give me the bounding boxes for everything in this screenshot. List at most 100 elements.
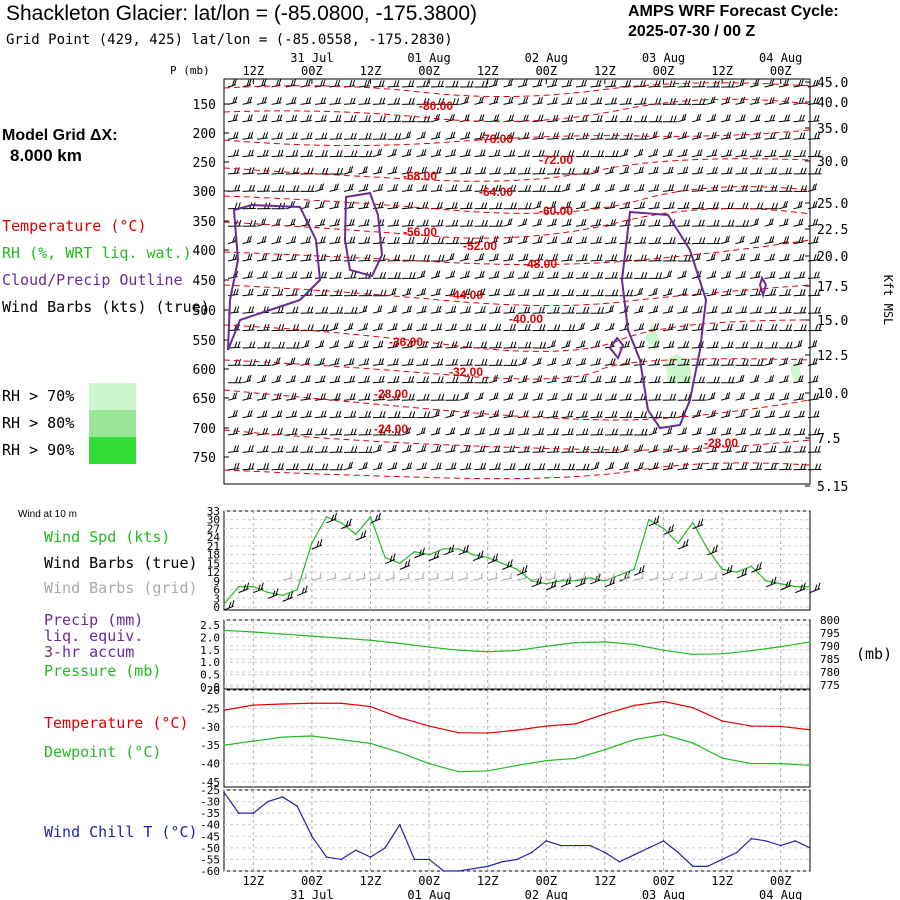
wind-barb bbox=[488, 374, 499, 384]
wind-barb bbox=[488, 131, 500, 140]
wind-barb bbox=[387, 236, 400, 245]
bottom-date-label: 04 Aug bbox=[759, 888, 802, 900]
wind-barb bbox=[575, 97, 588, 105]
wind-barb bbox=[749, 410, 761, 419]
wind-barb bbox=[778, 253, 790, 262]
bottom-date-label: 01 Aug bbox=[407, 888, 450, 900]
wind-barb bbox=[387, 305, 398, 314]
wind-barb bbox=[778, 236, 790, 245]
wind-barb bbox=[227, 96, 238, 105]
wind-barb bbox=[619, 166, 630, 175]
wind-barb bbox=[778, 114, 791, 123]
wind-barb bbox=[271, 167, 285, 175]
wind-barb bbox=[575, 218, 587, 227]
wind-barb bbox=[648, 340, 660, 349]
wind-barb bbox=[546, 149, 560, 158]
wind-barb bbox=[604, 289, 619, 297]
height-tick-label: 35.0 bbox=[817, 122, 848, 137]
temperature-line-point bbox=[574, 723, 577, 725]
wind10-title: Wind at 10 m bbox=[18, 509, 77, 520]
wind-barb bbox=[604, 375, 617, 384]
wind-chill-line-point bbox=[706, 865, 709, 868]
top-date-label: 03 Aug bbox=[642, 51, 685, 65]
wind-barb bbox=[401, 236, 415, 245]
wind-barb bbox=[764, 324, 778, 332]
wind-barb bbox=[372, 375, 385, 384]
wind-barb bbox=[445, 270, 456, 279]
wind-barb-grid bbox=[663, 572, 674, 581]
wind-barb bbox=[735, 202, 749, 210]
wind-barb bbox=[517, 306, 531, 314]
wind-barb bbox=[604, 254, 618, 262]
wind-barb bbox=[749, 218, 760, 227]
wind-chill-line-point bbox=[472, 867, 474, 870]
wind-barb bbox=[532, 218, 543, 227]
temperature-contour bbox=[223, 358, 811, 380]
wind-barb bbox=[300, 306, 314, 314]
wind-barb bbox=[401, 323, 413, 332]
model-grid-info: Model Grid ΔX: 8.000 km bbox=[2, 126, 118, 166]
wind-barb bbox=[503, 202, 518, 210]
wind-barb bbox=[271, 253, 283, 262]
wind-barb bbox=[285, 114, 298, 123]
wind-barb bbox=[372, 358, 385, 366]
wind-barb bbox=[793, 392, 805, 401]
wind-barb bbox=[474, 131, 486, 140]
temperature-contour-label: -64.00 bbox=[479, 185, 513, 199]
wind-barb bbox=[430, 444, 442, 453]
wind-barb bbox=[764, 392, 775, 401]
wind-barb bbox=[488, 184, 502, 192]
temperature-contour-label: -40.00 bbox=[509, 312, 543, 326]
wind-barb bbox=[271, 132, 283, 140]
wind-barb bbox=[778, 167, 792, 175]
wind-barb bbox=[677, 444, 688, 453]
wind-barb bbox=[561, 236, 573, 245]
wind-barb-grid bbox=[487, 572, 498, 581]
wind-spd-line-point bbox=[457, 548, 460, 550]
wind-barb bbox=[807, 306, 822, 314]
wind-barb-grid bbox=[692, 572, 703, 581]
wind-barb bbox=[343, 410, 357, 419]
wind-barb bbox=[343, 446, 358, 453]
wind-barb bbox=[532, 96, 544, 105]
wind-barb bbox=[459, 253, 470, 262]
temperature-line-point bbox=[750, 725, 753, 727]
wind-barb bbox=[604, 410, 618, 419]
wind-barb bbox=[720, 306, 733, 314]
wind-barb bbox=[401, 340, 414, 349]
wind-barb bbox=[343, 115, 357, 123]
wind-barb bbox=[401, 411, 416, 419]
wind-barb bbox=[590, 115, 603, 123]
wind-barb bbox=[633, 201, 646, 210]
wind-barb bbox=[503, 218, 513, 227]
wind-barb bbox=[793, 324, 807, 332]
pressure-tick-label: 650 bbox=[193, 392, 216, 407]
dewpoint-line-point bbox=[340, 738, 343, 741]
wind-barb bbox=[706, 131, 717, 140]
wind-barb bbox=[416, 98, 430, 105]
wind-barb bbox=[372, 271, 387, 279]
wind-barb bbox=[445, 202, 458, 210]
wind-barb bbox=[401, 462, 413, 471]
wind-barb bbox=[720, 202, 734, 210]
forecast-cycle-value: 2025-07-30 / 00 Z bbox=[628, 23, 756, 40]
wind-barb bbox=[575, 357, 587, 366]
wind-barb bbox=[532, 306, 545, 314]
wind-barb bbox=[706, 80, 721, 88]
wind-chill-line-point bbox=[648, 847, 650, 849]
wind-barb bbox=[416, 462, 427, 471]
wind-barb bbox=[807, 218, 819, 227]
wind-spd-line-point bbox=[692, 521, 694, 524]
wind-barb bbox=[706, 341, 719, 349]
legend-rh80-swatch bbox=[89, 410, 136, 437]
wind-barb bbox=[735, 462, 748, 471]
pressure-tick-label: 200 bbox=[193, 127, 216, 142]
temperature-contour-label: -44.00 bbox=[449, 288, 483, 302]
pressure-tick-label: 400 bbox=[193, 244, 216, 259]
bottom-date-label: 02 Aug bbox=[525, 888, 568, 900]
wind-barb bbox=[720, 376, 735, 384]
pressure-line-point bbox=[516, 649, 518, 652]
wind-barb bbox=[474, 219, 489, 227]
wind-barb bbox=[227, 288, 239, 297]
wind-barb bbox=[372, 236, 385, 245]
